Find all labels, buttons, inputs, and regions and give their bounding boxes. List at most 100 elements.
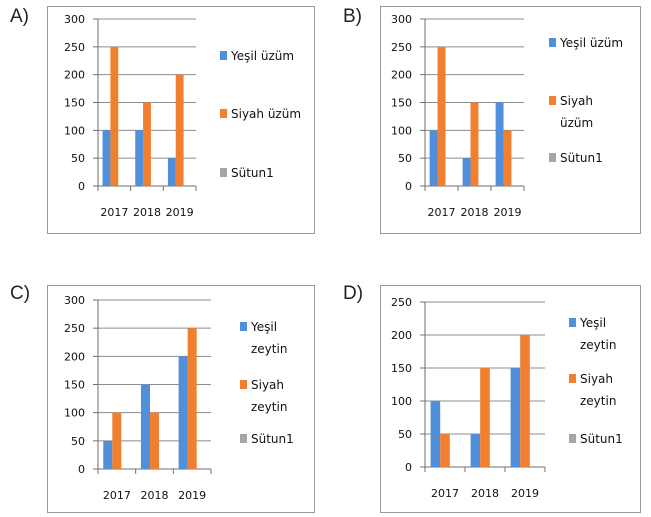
bar-siyah-zeytin-2018 [149,412,160,469]
bar-siyah-zeytin-2017 [440,434,450,467]
x-tick-label: 2019 [511,487,539,500]
legend-label: Sütun1 [580,432,623,446]
x-tick-label: 2017 [431,487,459,500]
legend-swatch [240,380,247,389]
bar-siyah-z-m-2018 [143,102,151,186]
panel-label-c: C) [10,283,31,304]
x-tick-label: 2017 [428,206,456,219]
legend-swatch [240,322,247,331]
x-tick-label: 2017 [103,489,131,502]
bar-ye-il-zeytin-2018 [140,384,150,469]
legend-swatch [220,51,227,60]
chart-c-svg: 0 50 100 150 200 250 300 2017 2018 2019 Yeşil zeyti… [64,294,294,502]
x-tick-label: 2018 [461,206,489,219]
panel-label-a: A) [10,6,29,27]
y-tick-label: 300 [391,13,412,26]
y-tick-label: 100 [391,395,412,408]
legend-label: Yeşil [250,320,277,334]
panel-label-d: D) [343,283,364,304]
legend-label: Yeşil üzüm [230,49,294,63]
chart-b-svg: 0 50 100 150 200 250 300 2017 2018 2019 Yeşil üzüm… [391,13,623,219]
legend-label: Siyah üzüm [231,107,301,121]
bar-siyah-z-m-2019 [175,74,184,186]
y-tick-label: 200 [64,350,85,363]
legend-label: üzüm [560,116,593,130]
y-tick-label: 50 [71,435,85,448]
x-tick-label: 2018 [133,206,161,219]
y-tick-label: 300 [64,294,85,307]
y-tick-label: 100 [64,407,85,420]
chart-d-svg: 0 50 100 150 200 250 2017 2018 2019 Yeşil zeytin Si… [391,296,623,500]
bar-siyah-z-m-2017 [110,46,119,187]
y-tick-label: 250 [64,41,85,54]
legend-label: Siyah [560,94,593,108]
y-tick-label: 200 [391,69,412,82]
legend-label: Siyah [251,378,284,392]
bar-ye-il-z-m-2017 [429,130,438,186]
bar-siyah-z-m-2018 [470,102,479,186]
y-tick-label: 50 [398,428,412,441]
chart-c: 0 50 100 150 200 250 300 2017 2018 2019 Yeşil zeyti… [47,285,315,513]
legend-swatch [240,434,247,443]
bar-siyah-zeytin-2017 [112,412,122,469]
y-tick-label: 0 [78,463,85,476]
panel-label-b: B) [343,6,362,27]
x-tick-label: 2019 [178,489,206,502]
bar-ye-il-z-m-2018 [462,158,471,186]
legend-label: zeytin [580,338,616,352]
y-tick-label: 250 [391,41,412,54]
bar-siyah-zeytin-2019 [187,328,197,469]
y-tick-label: 100 [391,124,412,137]
legend-label: zeytin [251,400,287,414]
chart-a-svg: 0 50 100 150 200 250 300 2017 2018 2019 Yeşil üzüm… [64,13,301,219]
bar-siyah-z-m-2017 [437,46,446,187]
legend-label: zeytin [580,394,616,408]
bar-ye-il-z-m-2019 [495,102,504,186]
y-tick-label: 250 [64,322,85,335]
y-tick-label: 0 [78,180,85,193]
legend-swatch [220,168,227,177]
y-tick-label: 200 [64,69,85,82]
y-tick-label: 50 [398,152,412,165]
chart-a: 0 50 100 150 200 250 300 2017 2018 2019 Yeşil üzüm… [47,6,315,234]
bar-ye-il-zeytin-2017 [103,440,113,469]
legend-label: Sütun1 [251,432,294,446]
bar-siyah-z-m-2019 [503,130,512,186]
bar-ye-il-z-m-2018 [135,130,144,186]
legend-swatch [549,153,556,162]
y-tick-label: 300 [64,13,85,26]
chart-d: 0 50 100 150 200 250 2017 2018 2019 Yeşil zeytin Si… [380,285,641,513]
legend-swatch [549,38,556,47]
bar-siyah-zeytin-2018 [480,368,490,467]
legend-label: Sütun1 [231,166,274,180]
legend-label: Yeşil üzüm [559,36,623,50]
y-tick-label: 150 [391,97,412,110]
legend-swatch [569,374,576,383]
legend-label: zeytin [251,342,287,356]
y-tick-label: 50 [71,152,85,165]
legend-swatch [569,318,576,327]
x-tick-label: 2019 [494,206,522,219]
bar-ye-il-z-m-2019 [167,158,176,186]
legend-swatch [549,96,556,105]
x-tick-label: 2018 [471,487,499,500]
bar-ye-il-zeytin-2018 [470,434,481,467]
bar-siyah-zeytin-2019 [520,335,530,467]
chart-b: 0 50 100 150 200 250 300 2017 2018 2019 Yeşil üzüm… [380,6,641,234]
x-tick-label: 2018 [141,489,169,502]
legend-swatch [569,434,576,443]
bar-ye-il-zeytin-2019 [178,356,188,469]
y-tick-label: 0 [405,180,412,193]
bar-ye-il-zeytin-2019 [510,368,521,467]
legend-swatch [220,109,227,118]
x-tick-label: 2017 [100,206,128,219]
bar-ye-il-z-m-2017 [102,130,111,186]
y-tick-label: 0 [405,461,412,474]
y-tick-label: 100 [64,124,85,137]
legend-label: Yeşil [579,316,606,330]
y-tick-label: 150 [391,362,412,375]
x-tick-label: 2019 [166,206,194,219]
y-tick-label: 200 [391,329,412,342]
legend-label: Sütun1 [560,151,603,165]
bar-ye-il-zeytin-2017 [430,401,441,467]
